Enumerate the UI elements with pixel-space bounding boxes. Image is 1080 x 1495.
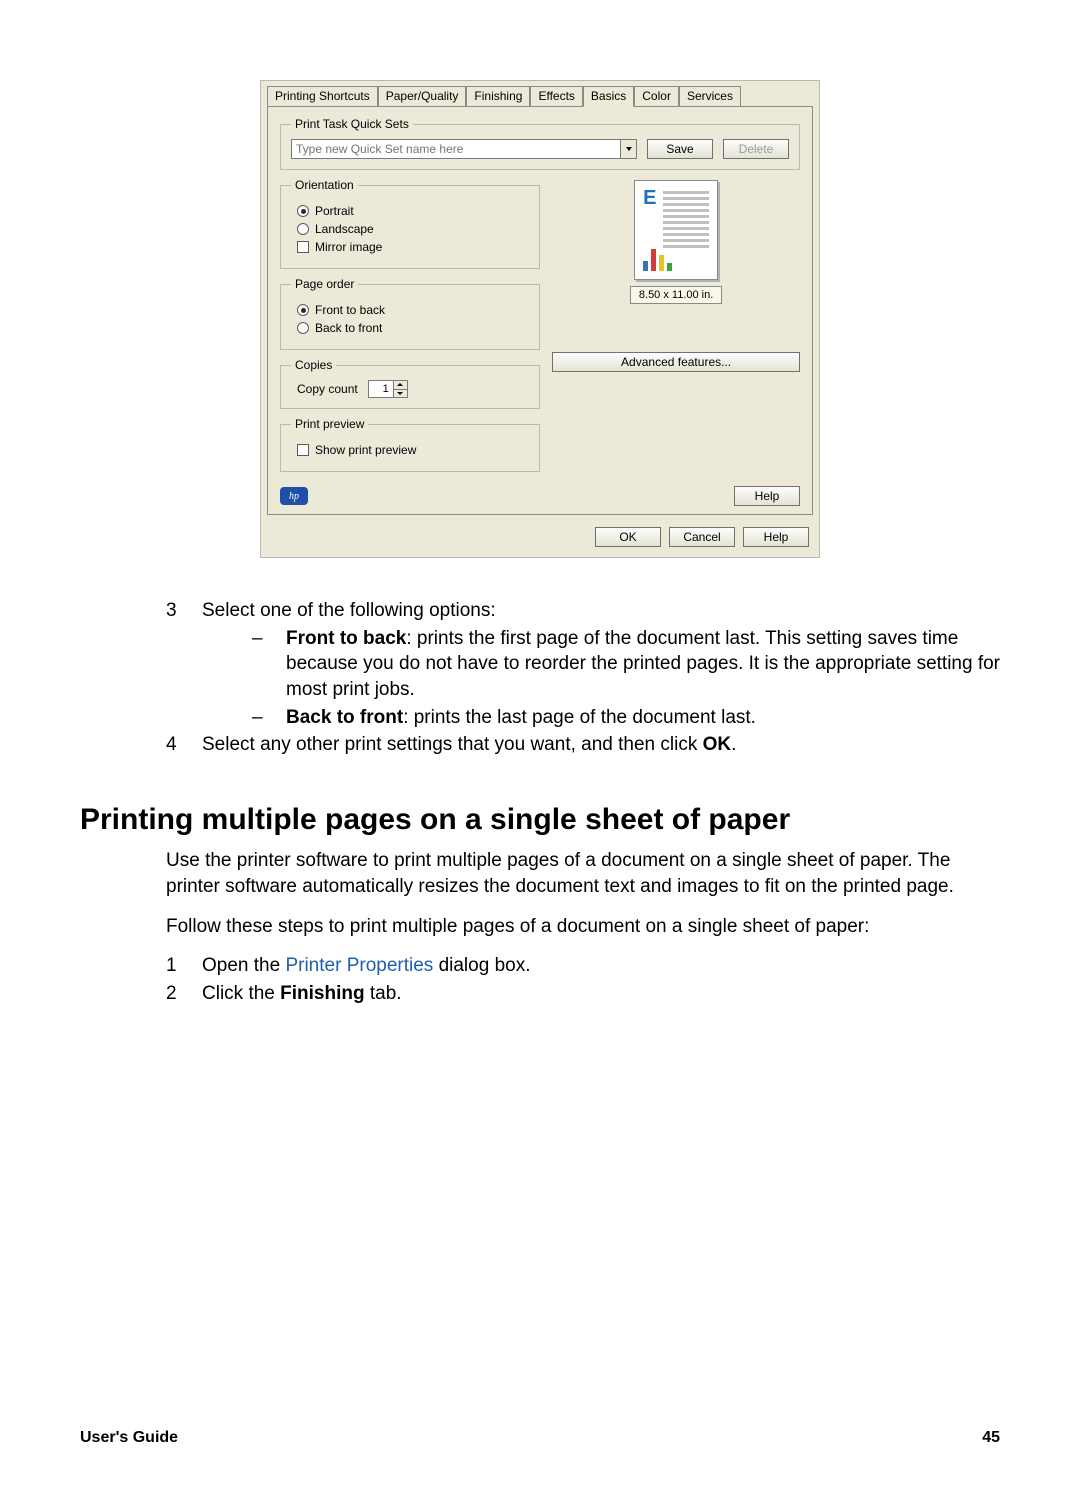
quick-set-dropdown-icon[interactable] [620, 140, 636, 158]
step-b1-a: Open the [202, 955, 285, 976]
tab-printing-shortcuts[interactable]: Printing Shortcuts [267, 86, 378, 107]
hp-logo-icon: hp [280, 487, 308, 505]
preview-letter-icon: E [643, 187, 656, 210]
step-3: 3 Select one of the following options: F… [166, 598, 1000, 730]
step-4-number: 4 [166, 732, 177, 758]
tab-panel-basics: Print Task Quick Sets Save Delete Orient… [267, 106, 813, 515]
footer-page-number: 45 [982, 1429, 1000, 1447]
radio-landscape-label: Landscape [315, 222, 374, 236]
group-page-order-legend: Page order [291, 277, 358, 291]
print-dialog: Printing Shortcuts Paper/Quality Finishi… [260, 80, 820, 558]
bullet-back-to-front: Back to front: prints the last page of t… [252, 705, 1000, 731]
help-button[interactable]: Help [734, 486, 800, 506]
radio-back-to-front[interactable] [297, 322, 309, 334]
check-mirror[interactable] [297, 241, 309, 253]
check-show-preview-label: Show print preview [315, 443, 416, 457]
group-page-order: Page order Front to back Back to front [280, 277, 540, 350]
radio-portrait[interactable] [297, 205, 309, 217]
step-b1-number: 1 [166, 953, 177, 979]
ok-button[interactable]: OK [595, 527, 661, 547]
section-heading: Printing multiple pages on a single shee… [80, 800, 1000, 841]
bullet-front-to-back-label: Front to back [286, 628, 406, 649]
help-button-bottom[interactable]: Help [743, 527, 809, 547]
step-b2-b: tab. [365, 983, 402, 1004]
dialog-buttons-row: OK Cancel Help [261, 521, 819, 557]
document-body: 3 Select one of the following options: F… [80, 598, 1000, 1007]
page-dimensions-label: 8.50 x 11.00 in. [630, 286, 722, 304]
tab-basics[interactable]: Basics [583, 86, 634, 107]
check-mirror-label: Mirror image [315, 240, 382, 254]
preview-chart-icon [643, 249, 672, 271]
bullet-back-to-front-label: Back to front [286, 707, 403, 728]
bullet-back-to-front-rest: : prints the last page of the document l… [403, 707, 756, 728]
tab-paper-quality[interactable]: Paper/Quality [378, 86, 467, 107]
quick-set-input[interactable] [292, 140, 620, 158]
step-b2-number: 2 [166, 981, 177, 1007]
radio-front-to-back-label: Front to back [315, 303, 385, 317]
step-b1: 1 Open the Printer Properties dialog box… [166, 953, 1000, 979]
copy-count-label: Copy count [297, 382, 358, 396]
quick-set-combo[interactable] [291, 139, 637, 159]
radio-back-to-front-label: Back to front [315, 321, 382, 335]
radio-portrait-label: Portrait [315, 204, 354, 218]
copy-count-input[interactable] [369, 381, 393, 397]
group-orientation-legend: Orientation [291, 178, 358, 192]
step-b2-bold: Finishing [280, 983, 364, 1004]
step-b2-a: Click the [202, 983, 280, 1004]
group-quick-sets: Print Task Quick Sets Save Delete [280, 117, 800, 170]
step-b2: 2 Click the Finishing tab. [166, 981, 1000, 1007]
check-show-preview[interactable] [297, 444, 309, 456]
preview-text-lines-icon [663, 191, 709, 248]
copy-count-spinner[interactable] [368, 380, 408, 398]
delete-button: Delete [723, 139, 789, 159]
spinner-down-icon[interactable] [394, 390, 407, 398]
tab-finishing[interactable]: Finishing [466, 86, 530, 107]
save-button[interactable]: Save [647, 139, 713, 159]
group-copies: Copies Copy count [280, 358, 540, 409]
printer-properties-link[interactable]: Printer Properties [285, 955, 433, 976]
group-print-preview-legend: Print preview [291, 417, 368, 431]
tab-effects[interactable]: Effects [530, 86, 582, 107]
radio-landscape[interactable] [297, 223, 309, 235]
dialog-tabs: Printing Shortcuts Paper/Quality Finishi… [261, 81, 819, 106]
step-b1-b: dialog box. [433, 955, 530, 976]
group-print-preview: Print preview Show print preview [280, 417, 540, 472]
group-orientation: Orientation Portrait Landscape Mirror im… [280, 178, 540, 269]
para-2: Follow these steps to print multiple pag… [80, 914, 1000, 940]
group-quick-sets-legend: Print Task Quick Sets [291, 117, 413, 131]
bullet-front-to-back: Front to back: prints the first page of … [252, 626, 1000, 703]
page-footer: User's Guide 45 [80, 1429, 1000, 1447]
para-1: Use the printer software to print multip… [80, 848, 1000, 899]
tab-color[interactable]: Color [634, 86, 679, 107]
cancel-button[interactable]: Cancel [669, 527, 735, 547]
step-4-ok: OK [703, 734, 732, 755]
step-4: 4 Select any other print settings that y… [166, 732, 1000, 758]
group-copies-legend: Copies [291, 358, 336, 372]
step-3-number: 3 [166, 598, 177, 624]
tab-services[interactable]: Services [679, 86, 741, 107]
step-3-text: Select one of the following options: [202, 600, 496, 621]
advanced-features-button[interactable]: Advanced features... [552, 352, 800, 372]
radio-front-to-back[interactable] [297, 304, 309, 316]
footer-left: User's Guide [80, 1429, 178, 1447]
step-4-text-a: Select any other print settings that you… [202, 734, 703, 755]
spinner-up-icon[interactable] [394, 381, 407, 390]
page-preview-thumbnail: E [634, 180, 718, 280]
step-4-text-b: . [731, 734, 736, 755]
